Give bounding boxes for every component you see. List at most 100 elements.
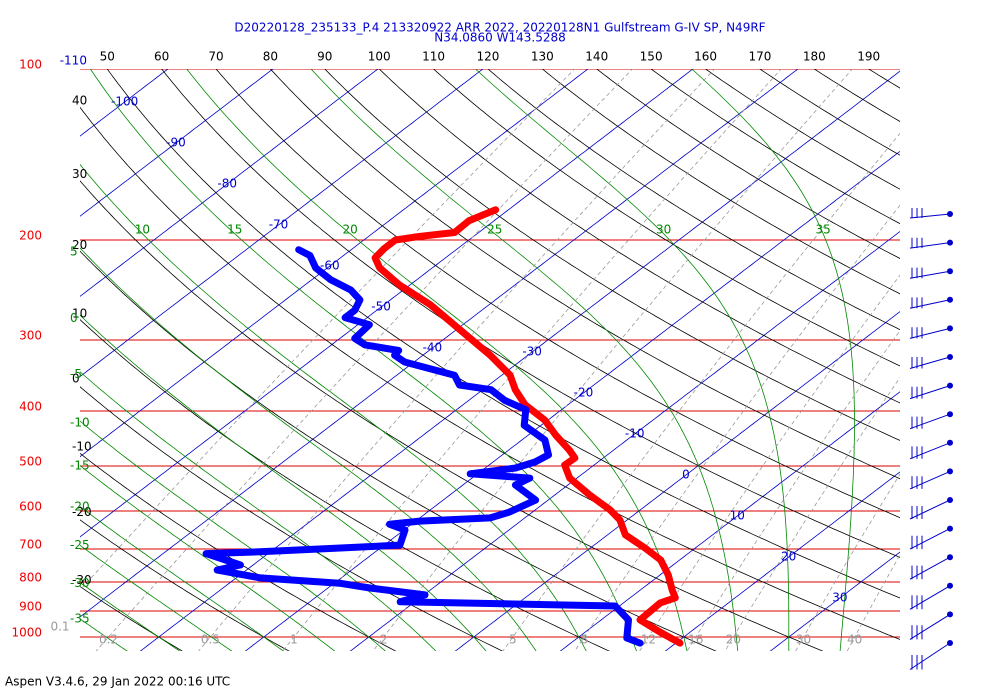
mixing-ratio-label: 2 bbox=[380, 633, 388, 647]
pressure-label: 1000 bbox=[11, 626, 42, 640]
barb-dot bbox=[947, 611, 953, 618]
mixing-ratio-line bbox=[846, 553, 900, 651]
pressure-label: 800 bbox=[19, 570, 42, 584]
mixing-ratio-label: 16 bbox=[688, 633, 703, 647]
moist-adiabat bbox=[80, 544, 233, 651]
barb-staff bbox=[909, 528, 951, 550]
isotherm-label: 0 bbox=[682, 468, 690, 482]
isotherm-label: -30 bbox=[522, 345, 542, 359]
barb-dot bbox=[947, 411, 953, 418]
isotherm bbox=[80, 69, 274, 217]
dry-adiabat bbox=[650, 69, 900, 225]
barb-staff bbox=[909, 356, 951, 369]
dry-adiabat-label: 180 bbox=[803, 50, 826, 64]
moist-adiabat-label: -10 bbox=[70, 416, 90, 430]
dry-adiabat bbox=[80, 319, 610, 651]
moist-adiabat bbox=[80, 465, 336, 651]
moist-adiabat-label: 30 bbox=[656, 223, 671, 237]
moist-adiabat bbox=[310, 69, 739, 651]
moist-adiabat bbox=[80, 371, 437, 651]
isotherm-label: -50 bbox=[371, 300, 391, 314]
mixing-ratio-label: 40 bbox=[847, 633, 862, 647]
barb-dot bbox=[947, 525, 953, 532]
mixing-ratio-line bbox=[198, 69, 716, 651]
barb-dot bbox=[947, 497, 953, 503]
grid bbox=[0, 56, 900, 652]
isotherm bbox=[80, 69, 169, 137]
isotherm bbox=[244, 150, 900, 651]
mixing-ratio-label: 20 bbox=[726, 633, 741, 647]
moist-adiabat-label: -25 bbox=[70, 538, 90, 552]
dry-adiabat-label: -20 bbox=[72, 505, 92, 519]
dry-adiabat bbox=[80, 180, 824, 651]
barb-staff bbox=[909, 327, 951, 339]
isotherm bbox=[769, 551, 900, 651]
moist-adiabat-label: 5 bbox=[70, 245, 78, 259]
isotherm-label: -80 bbox=[217, 177, 237, 191]
barb-dot bbox=[947, 211, 953, 217]
mixing-ratio-line bbox=[639, 274, 900, 651]
isotherm bbox=[0, 58, 78, 652]
moist-adiabat-label: -35 bbox=[70, 612, 90, 626]
wind-barbs bbox=[909, 208, 953, 670]
dry-adiabat bbox=[269, 69, 900, 480]
footer: Aspen V3.4.6, 29 Jan 2022 00:16 UTC bbox=[5, 675, 230, 689]
dry-adiabat bbox=[80, 250, 717, 651]
dry-adiabat-label: 120 bbox=[477, 50, 500, 64]
barb-staff bbox=[909, 213, 951, 219]
moist-adiabat-label: -5 bbox=[70, 367, 82, 381]
dry-adiabat-label: 170 bbox=[748, 50, 771, 64]
isotherm-label: -40 bbox=[423, 341, 443, 355]
isotherm bbox=[80, 69, 589, 458]
dry-adiabat-label: 10 bbox=[72, 306, 87, 320]
dry-adiabat bbox=[541, 69, 900, 295]
isotherm bbox=[664, 471, 900, 651]
moist-adiabat bbox=[186, 69, 688, 651]
barb-dot bbox=[947, 468, 953, 475]
moist-adiabat bbox=[80, 582, 181, 651]
isotherm bbox=[454, 311, 900, 651]
moist-adiabat-label: 20 bbox=[342, 223, 357, 237]
barb-dot bbox=[947, 268, 953, 275]
barb-staff bbox=[909, 442, 951, 460]
dry-adiabat bbox=[161, 69, 900, 558]
dry-adiabat bbox=[324, 69, 900, 441]
moist-adiabat-label: 25 bbox=[487, 223, 502, 237]
pressure-label: 500 bbox=[19, 455, 42, 469]
dry-adiabat bbox=[596, 69, 900, 259]
dry-adiabat bbox=[704, 69, 900, 190]
labels: 1002003004005006007008009001000-110-100-… bbox=[11, 50, 880, 647]
mixing-ratio-line bbox=[502, 132, 900, 651]
isotherm-label: -60 bbox=[320, 259, 340, 273]
dry-adiabat-label: 140 bbox=[585, 50, 608, 64]
isotherm bbox=[80, 69, 799, 618]
moist-adiabat bbox=[80, 314, 487, 651]
isotherm bbox=[559, 391, 900, 651]
barb-staff bbox=[909, 613, 951, 640]
isotherm-label: -10 bbox=[625, 427, 645, 441]
dry-adiabat-label: 100 bbox=[368, 50, 391, 64]
dry-adiabat-label: 0 bbox=[72, 372, 80, 386]
chart-title: D20220128_235133_P.4 213320922 ARR 2022,… bbox=[234, 21, 765, 35]
barb-staff bbox=[909, 642, 951, 670]
barb-staff bbox=[909, 585, 951, 610]
isotherm bbox=[80, 69, 484, 378]
dry-adiabat-label: -10 bbox=[72, 440, 92, 454]
pressure-label: 400 bbox=[19, 399, 42, 413]
sounding-line bbox=[371, 206, 684, 647]
dry-adiabat bbox=[0, 58, 76, 652]
isotherm-label: 30 bbox=[832, 591, 847, 605]
isotherm bbox=[349, 231, 900, 651]
dry-adiabat bbox=[433, 69, 900, 367]
dry-adiabat bbox=[487, 69, 900, 331]
dry-adiabat bbox=[80, 586, 183, 651]
pressure-label: 200 bbox=[19, 228, 42, 242]
barb-staff bbox=[909, 499, 951, 520]
moist-adiabat bbox=[0, 56, 75, 651]
moist-adiabat bbox=[80, 163, 587, 651]
dry-adiabat bbox=[80, 452, 397, 651]
barb-dot bbox=[947, 239, 953, 246]
barb-dot bbox=[947, 439, 953, 446]
